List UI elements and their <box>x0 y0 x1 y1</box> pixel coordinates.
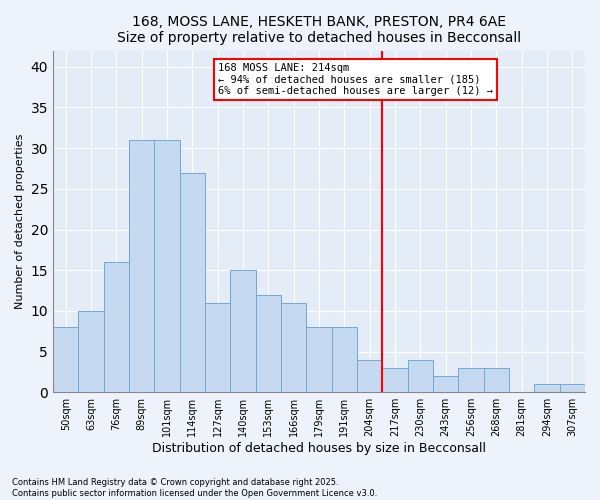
Bar <box>535 384 560 392</box>
Bar <box>154 140 179 392</box>
Bar <box>560 384 585 392</box>
Bar <box>179 172 205 392</box>
Text: Contains HM Land Registry data © Crown copyright and database right 2025.
Contai: Contains HM Land Registry data © Crown c… <box>12 478 377 498</box>
Bar <box>357 360 382 392</box>
Bar <box>104 262 129 392</box>
Bar <box>230 270 256 392</box>
Text: 168 MOSS LANE: 214sqm
← 94% of detached houses are smaller (185)
6% of semi-deta: 168 MOSS LANE: 214sqm ← 94% of detached … <box>218 62 493 96</box>
Bar <box>205 302 230 392</box>
Title: 168, MOSS LANE, HESKETH BANK, PRESTON, PR4 6AE
Size of property relative to deta: 168, MOSS LANE, HESKETH BANK, PRESTON, P… <box>117 15 521 45</box>
Bar <box>407 360 433 392</box>
Bar <box>484 368 509 392</box>
Bar <box>433 376 458 392</box>
Bar <box>307 327 332 392</box>
Y-axis label: Number of detached properties: Number of detached properties <box>15 134 25 309</box>
Bar <box>281 302 307 392</box>
X-axis label: Distribution of detached houses by size in Becconsall: Distribution of detached houses by size … <box>152 442 486 455</box>
Bar <box>382 368 407 392</box>
Bar <box>53 327 79 392</box>
Bar <box>129 140 154 392</box>
Bar <box>256 294 281 392</box>
Bar <box>79 311 104 392</box>
Bar <box>332 327 357 392</box>
Bar <box>458 368 484 392</box>
